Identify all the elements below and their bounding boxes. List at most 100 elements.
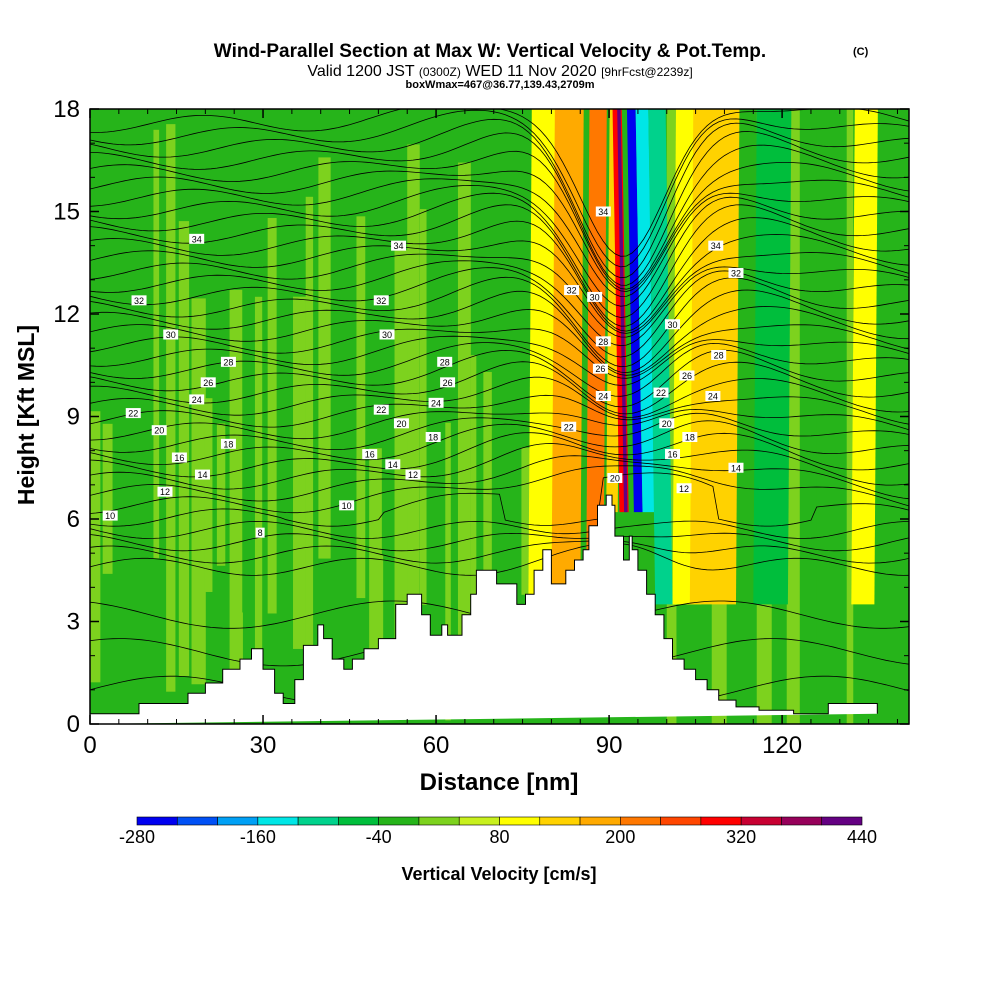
axis-ticks: 0 30 60 90 120 0 3 6 9 12 15 18 <box>53 96 909 759</box>
contour-label-text: 34 <box>711 241 721 251</box>
theta-contour-line <box>90 252 909 338</box>
field-stripe <box>891 109 906 724</box>
theta-contour-line <box>90 306 909 376</box>
contour-label-bg <box>682 432 698 442</box>
contour-label-bg <box>189 233 205 244</box>
field-stripe <box>470 355 477 641</box>
contour-label-text: 32 <box>567 286 577 296</box>
field-stripe <box>178 221 190 677</box>
velocity-band-10 <box>753 109 792 605</box>
contour-label-text: 18 <box>428 433 438 443</box>
velocity-band-6 <box>635 109 656 513</box>
contour-label: 16 <box>171 452 187 463</box>
contour-label-text: 34 <box>598 207 608 217</box>
contour-label-text: 22 <box>376 405 386 415</box>
terrain <box>89 494 878 724</box>
contour-label: 28 <box>595 336 611 347</box>
contour-label-text: 24 <box>708 392 718 402</box>
field-stripe <box>318 157 331 559</box>
contour-label-text: 14 <box>388 460 398 470</box>
contour-label-text: 22 <box>128 409 138 419</box>
valid-line: Valid 1200 JST (0300Z) WED 11 Nov 2020 [… <box>307 63 692 80</box>
field-stripe <box>293 296 306 649</box>
field-stripe <box>432 372 446 583</box>
y-axis-title: Height [Kft MSL] <box>13 325 39 505</box>
contour-label: 30 <box>379 329 395 340</box>
colorbar-swatch <box>620 816 661 826</box>
colorbar-swatch <box>499 816 541 826</box>
contour-label-bg <box>362 449 378 460</box>
box-wmax: boxWmax=467@36.77,139.43,2709m <box>406 79 595 91</box>
contour-label: 34 <box>595 206 611 217</box>
contour-label-text: 12 <box>160 487 170 497</box>
contour-label-text: 28 <box>714 351 724 361</box>
contour-label: 20 <box>659 418 675 429</box>
velocity-band-3 <box>617 109 628 513</box>
contour-label-text: 30 <box>166 330 176 340</box>
x-axis-title: Distance [nm] <box>420 769 579 796</box>
theta-contour-line <box>90 184 909 307</box>
theta-contour-line <box>90 131 909 286</box>
contour-label-text: 14 <box>731 463 741 473</box>
colorbar-swatch <box>539 816 581 826</box>
contour-label-bg <box>220 356 236 367</box>
contour-label-bg <box>220 438 236 449</box>
contour-label-bg <box>393 418 409 429</box>
contour-label-text: 26 <box>443 378 453 388</box>
theta-contour-line <box>90 361 909 415</box>
theta-contour-line <box>90 217 909 332</box>
contour-label-text: 16 <box>365 450 375 460</box>
theta-contour-line <box>90 192 909 318</box>
y-tick-label: 0 <box>67 711 80 738</box>
contour-label-bg <box>200 377 216 388</box>
valid-date: WED 11 Nov 2020 <box>465 63 596 80</box>
contour-label-bg <box>728 462 744 473</box>
field-stripe <box>876 109 887 724</box>
forecast-tag: [9hrFcst@2239z] <box>601 65 693 79</box>
field-stripe <box>419 209 427 605</box>
velocity-field <box>90 109 909 724</box>
contour-label: 18 <box>220 438 236 449</box>
contour-label-text: 26 <box>595 364 605 374</box>
colorbar-swatch <box>660 816 702 826</box>
colorbar-swatch <box>781 816 823 826</box>
field-stripe <box>153 129 160 559</box>
y-tick-label: 15 <box>53 199 80 226</box>
y-tick-label: 3 <box>67 609 80 636</box>
field-stripe <box>801 109 817 724</box>
field-stripe <box>356 216 366 599</box>
terrain-profile <box>89 494 878 724</box>
contour-label: 26 <box>440 377 456 388</box>
contour-label-text: 30 <box>668 320 678 330</box>
theta-contour-line <box>90 162 909 292</box>
contour-label: 16 <box>362 449 378 460</box>
theta-contour-line <box>90 540 909 564</box>
y-tick-label: 9 <box>67 404 80 431</box>
contour-label-bg <box>564 285 580 296</box>
theta-contour-line <box>90 335 909 386</box>
valid-prefix: Valid 1200 JST <box>307 63 415 80</box>
field-stripe <box>280 300 289 640</box>
contour-label-text: 30 <box>590 292 600 302</box>
theta-contour-line <box>90 432 909 478</box>
contour-label-bg <box>102 510 118 521</box>
contour-label: 22 <box>373 404 389 415</box>
contour-label: 12 <box>676 483 692 494</box>
theta-contour-labels: 1012141618202224262830323481012141618202… <box>102 206 744 538</box>
contour-label: 24 <box>705 391 721 402</box>
contour-label-bg <box>592 363 608 374</box>
contour-label-text: 24 <box>598 392 608 402</box>
field-stripe <box>216 423 226 566</box>
theta-contour-line <box>90 109 909 268</box>
copyright-mark: (C) <box>853 46 869 58</box>
colorbar-swatch <box>378 816 420 826</box>
contour-label-bg <box>676 483 692 494</box>
velocity-band-4 <box>622 109 634 513</box>
theta-contour-line <box>90 394 909 428</box>
field-stripe <box>204 398 213 592</box>
contour-label: 26 <box>679 370 695 381</box>
contour-label-bg <box>711 350 727 360</box>
contour-label-text: 10 <box>105 511 115 521</box>
contour-label: 24 <box>595 391 611 402</box>
contour-label-bg <box>379 329 395 340</box>
